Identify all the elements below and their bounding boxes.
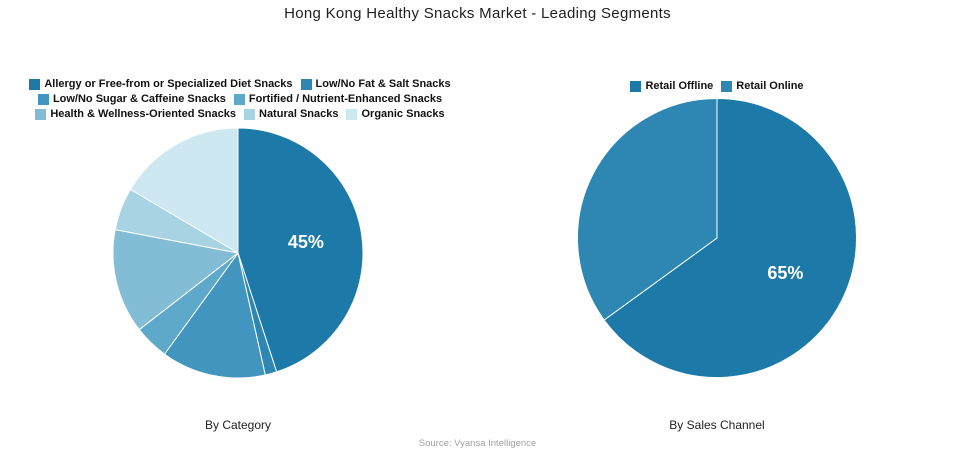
- legend-item: Organic Snacks: [346, 107, 445, 122]
- legend-item: Retail Online: [721, 79, 804, 94]
- legend-label: Retail Online: [736, 80, 804, 92]
- legend-swatch: [35, 109, 47, 120]
- sales-channel-legend: Retail Offline Retail Online: [592, 79, 842, 94]
- pie-slice: [129, 127, 239, 254]
- legend-swatch: [29, 79, 41, 90]
- legend-item: Allergy or Free-from or Specialized Diet…: [29, 77, 293, 92]
- pie-value-label: 45%: [288, 232, 324, 252]
- sales-channel-chart-caption: By Sales Channel: [669, 418, 765, 432]
- legend-swatch: [630, 81, 642, 92]
- pie-slice: [112, 229, 239, 331]
- pie-slice: [603, 98, 857, 378]
- source-attribution: Source: Vyansa Intelligence: [418, 438, 537, 449]
- category-chart-caption: By Category: [204, 418, 272, 432]
- legend-item: Low/No Fat & Salt Snacks: [300, 77, 451, 92]
- legend-label: Natural Snacks: [259, 108, 339, 120]
- legend-swatch: [233, 94, 245, 105]
- pie-slice: [237, 127, 364, 373]
- category-pie-chart: 45%: [112, 127, 364, 379]
- category-legend: Allergy or Free-from or Specialized Diet…: [10, 77, 470, 122]
- legend-swatch: [346, 109, 358, 120]
- legend-label: Fortified / Nutrient-Enhanced Snacks: [248, 93, 443, 105]
- sales-channel-pie-chart: 65%: [577, 98, 857, 378]
- page-title: Hong Kong Healthy Snacks Market - Leadin…: [284, 5, 671, 22]
- legend-label: Low/No Fat & Salt Snacks: [315, 78, 451, 90]
- legend-item: Fortified / Nutrient-Enhanced Snacks: [233, 92, 443, 107]
- pie-slice: [577, 98, 718, 321]
- legend-swatch: [244, 109, 255, 120]
- legend-label: Allergy or Free-from or Specialized Diet…: [44, 78, 293, 90]
- legend-label: Organic Snacks: [361, 108, 445, 120]
- legend-swatch: [37, 94, 49, 105]
- legend-label: Low/No Sugar & Caffeine Snacks: [52, 93, 226, 105]
- pie-slice: [164, 252, 266, 379]
- legend-swatch: [721, 81, 733, 92]
- legend-item: Retail Offline: [630, 79, 713, 94]
- legend-label: Retail Offline: [645, 80, 714, 92]
- legend-swatch: [300, 79, 312, 90]
- legend-item: Health & Wellness-Oriented Snacks: [35, 107, 236, 122]
- legend-label: Health & Wellness-Oriented Snacks: [50, 108, 236, 120]
- legend-item: Natural Snacks: [244, 107, 338, 122]
- legend-item: Low/No Sugar & Caffeine Snacks: [37, 92, 226, 107]
- pie-value-label: 65%: [767, 263, 803, 283]
